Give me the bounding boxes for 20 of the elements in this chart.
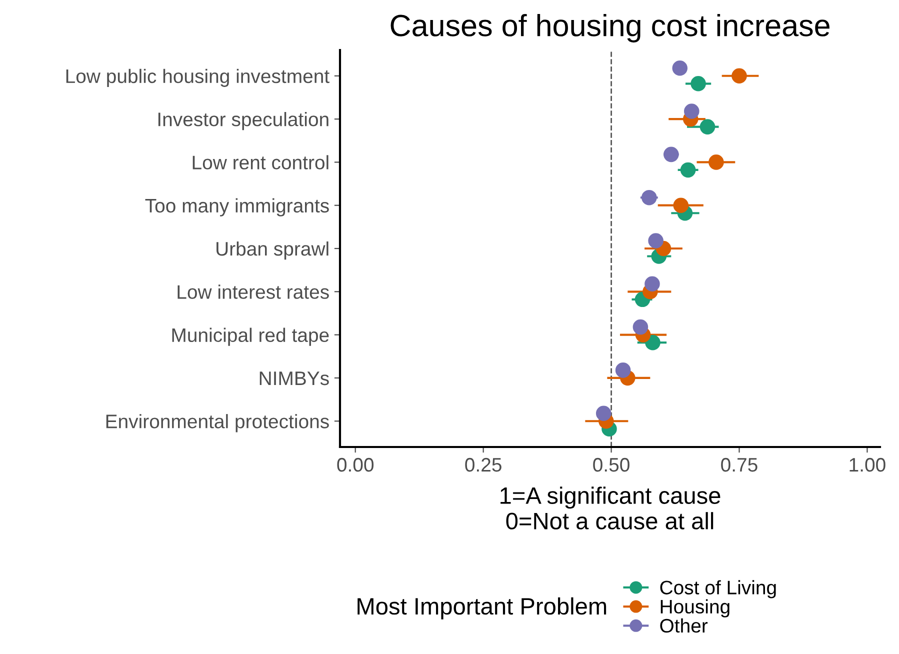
y-tick-label: Low public housing investment bbox=[66, 68, 330, 87]
y-tick-label: NIMBYs bbox=[260, 372, 329, 386]
y-tick-label: Investor speculation bbox=[158, 112, 328, 130]
y-tick-label: Urban sprawl bbox=[216, 241, 328, 260]
legend-label: Housing bbox=[660, 599, 730, 618]
chart-title: Causes of housing cost increase bbox=[390, 14, 830, 42]
x-tick-label: 1.00 bbox=[850, 458, 886, 472]
y-tick-label: Too many immigrants bbox=[145, 198, 329, 216]
y-tick-label: Municipal red tape bbox=[172, 328, 329, 346]
x-axis-title: 1=A significant cause 0=Not a cause at all bbox=[500, 486, 720, 530]
legend-label: Cost of Living bbox=[660, 580, 776, 598]
x-tick-label: 0.75 bbox=[721, 458, 758, 472]
x-tick-label: 0.25 bbox=[465, 458, 502, 472]
y-tick-label: Low rent control bbox=[192, 155, 328, 170]
x-tick-label: 0.50 bbox=[593, 458, 630, 472]
x-tick-label: 0.00 bbox=[337, 458, 374, 472]
legend-title: Most Important Problem bbox=[358, 597, 606, 620]
y-tick-label: Low interest rates bbox=[178, 284, 329, 299]
y-tick-label: Environmental protections bbox=[106, 414, 329, 432]
legend-label: Other bbox=[660, 618, 708, 633]
